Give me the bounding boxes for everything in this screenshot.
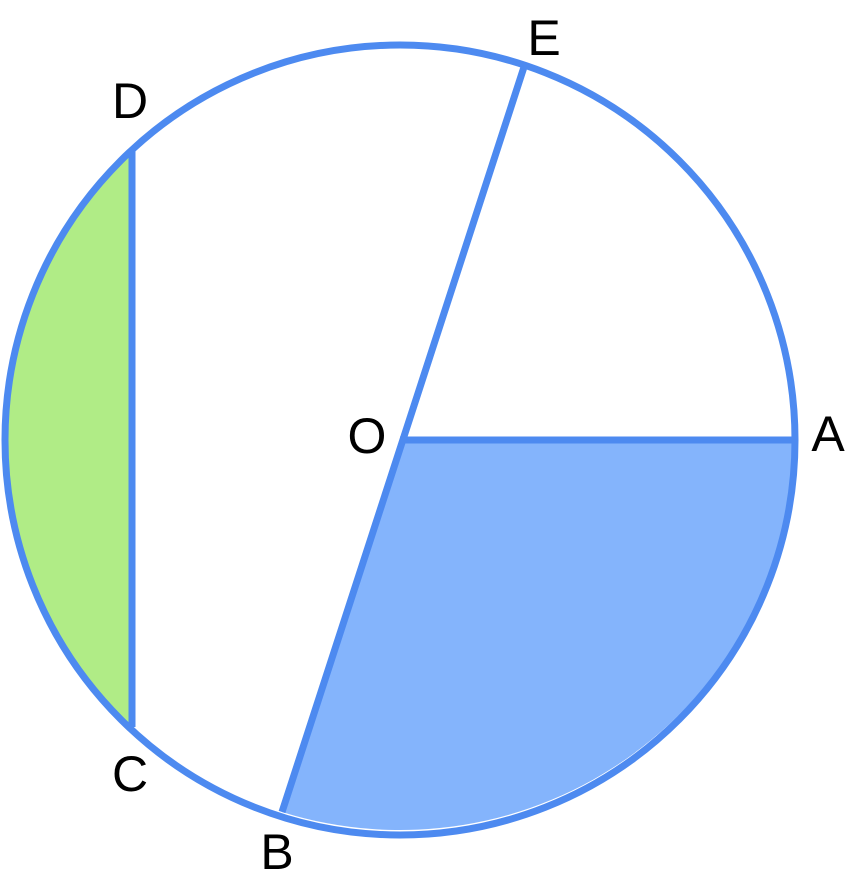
point-label: E <box>527 10 560 66</box>
segment-cd <box>6 150 132 727</box>
point-label: A <box>811 406 845 462</box>
sector-oab <box>282 440 795 831</box>
point-label: C <box>112 746 148 802</box>
point-label: D <box>112 73 148 129</box>
point-label: O <box>348 408 387 464</box>
point-label: B <box>260 824 293 880</box>
